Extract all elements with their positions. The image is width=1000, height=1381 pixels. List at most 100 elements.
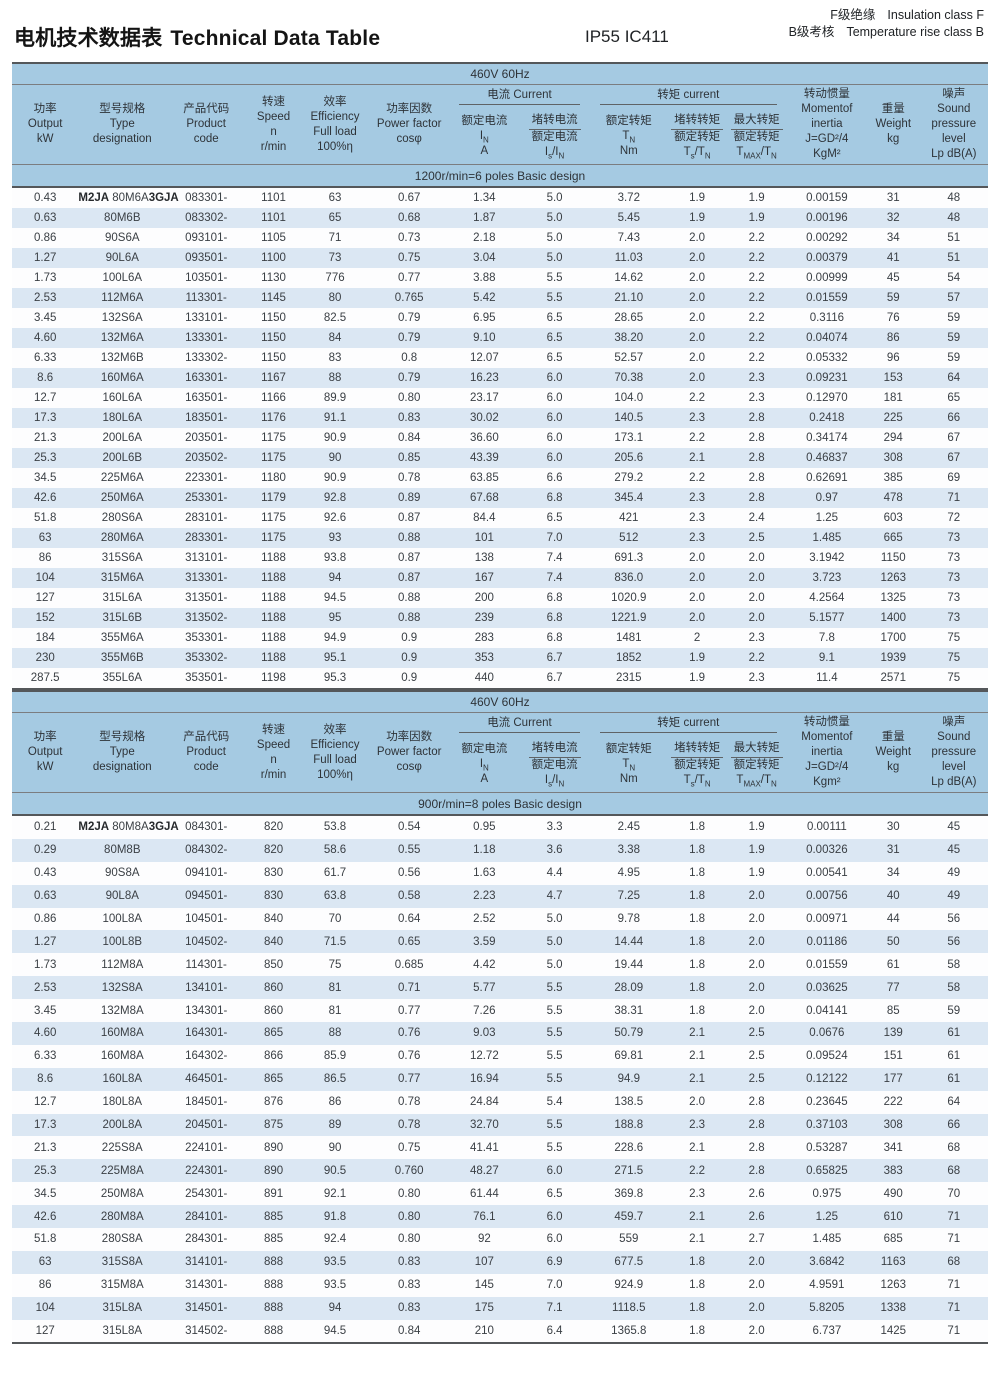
cell: 59 <box>919 308 988 328</box>
cell: 184501- <box>166 1090 247 1114</box>
cell: 51.8 <box>12 1228 79 1251</box>
cell: 24.84 <box>449 1090 520 1114</box>
cell: 1400 <box>866 608 920 628</box>
cell: 0.58 <box>369 884 450 908</box>
cell: 2.3 <box>667 488 727 508</box>
subcolumn-header: 最大转矩 额定转矩 TMAX/TN <box>726 736 787 793</box>
table-row: 25.3 200L6B 203502- 1175 90 0.85 43.39 6.0 205.6… <box>12 448 988 468</box>
cell: 1.27 <box>12 248 79 268</box>
temperature-rise-note: B级考核 Temperature rise class B <box>789 24 984 41</box>
cell: 204501- <box>166 1113 247 1137</box>
cell: 4.42 <box>449 953 520 977</box>
cell: 104 <box>12 1296 79 1320</box>
cell: 61.44 <box>449 1182 520 1206</box>
cell: 353301- <box>166 628 247 648</box>
cell: 210 <box>449 1319 520 1344</box>
cell: 5.0 <box>519 907 590 931</box>
cell: 90.9 <box>300 468 370 488</box>
cell: 5.0 <box>519 248 590 268</box>
cell: 1176 <box>246 408 301 428</box>
table-row: 86 315M8A 314301- 888 93.5 0.83 145 7.0 924.9 1.8… <box>12 1273 988 1297</box>
cell: 1700 <box>866 628 920 648</box>
cell: 6.8 <box>519 608 590 628</box>
column-header-type: 型号规格 Type designation <box>78 84 167 165</box>
header-row-subcolumns: 额定电流 IN A 堵转电流 额定电流 Is/IN 额定转矩 TN Nm 堵转转矩 额定转矩 Ts/T… <box>12 108 988 165</box>
table-row: 2.53 112M6A 113301- 1145 80 0.765 5.42 5.5 21.10… <box>12 288 988 308</box>
cell: 75 <box>919 648 988 668</box>
cell: 133302- <box>166 348 247 368</box>
cell: 2.0 <box>726 884 787 908</box>
cell: 3.59 <box>449 930 520 954</box>
cell: 294 <box>866 428 920 448</box>
cell: 100L8A <box>78 907 167 931</box>
cell: 1263 <box>866 1273 920 1297</box>
cell: 0.87 <box>369 568 450 588</box>
cell: 57 <box>919 288 988 308</box>
cell: 72 <box>919 508 988 528</box>
cell: 51 <box>919 248 988 268</box>
cell: 21.10 <box>589 288 668 308</box>
cell: 2.0 <box>726 953 787 977</box>
cell: 90L6A <box>78 248 167 268</box>
cell: 67.68 <box>449 488 520 508</box>
cell: 2.23 <box>449 884 520 908</box>
cell: 0.09524 <box>786 1044 867 1068</box>
cell: 112M8A <box>78 953 167 977</box>
insulation-class-en: Insulation class F <box>887 8 984 22</box>
cell: 6.8 <box>519 588 590 608</box>
cell: 1.34 <box>449 187 520 208</box>
cell: 67 <box>919 428 988 448</box>
voltage-band: 460V 60Hz <box>12 63 988 85</box>
cell: 1150 <box>866 548 920 568</box>
cell: 65 <box>300 208 370 228</box>
cell: 90S8A <box>78 861 167 885</box>
cell: 132M6B <box>78 348 167 368</box>
cell: 104501- <box>166 907 247 931</box>
cell: 95.3 <box>300 668 370 689</box>
tables-container: 460V 60Hz 功率 Output kW 型号规格 Type designation 产品… <box>12 62 988 1345</box>
cell: 0.80 <box>369 1228 450 1251</box>
cell: 4.60 <box>12 328 79 348</box>
cell: 222 <box>866 1090 920 1114</box>
cell: 6.737 <box>786 1319 867 1344</box>
cell: 0.97 <box>786 488 867 508</box>
cell: 2.1 <box>667 1136 727 1160</box>
cell: 1188 <box>246 588 301 608</box>
cell: 2.8 <box>726 408 787 428</box>
cell: 0.29 <box>12 838 79 862</box>
cell: 1188 <box>246 548 301 568</box>
cell: 0.00541 <box>786 861 867 885</box>
insulation-class-note: F级绝缘 Insulation class F <box>789 7 984 24</box>
cell: 138.5 <box>589 1090 668 1114</box>
cell: 132M8A <box>78 999 167 1023</box>
cell: 2.5 <box>726 1067 787 1091</box>
cell: 100L8B <box>78 930 167 954</box>
cell: 1338 <box>866 1296 920 1320</box>
table-row: 12.7 180L8A 184501- 876 86 0.78 24.84 5.4 138.5 2… <box>12 1090 988 1114</box>
cell: 2.0 <box>667 228 727 248</box>
cell: 2.5 <box>726 1022 787 1045</box>
cell: 0.83 <box>369 408 450 428</box>
cell: 151 <box>866 1044 920 1068</box>
cell: 2.8 <box>726 428 787 448</box>
cell: 66 <box>919 1113 988 1137</box>
cell: 1.27 <box>12 930 79 954</box>
cell: 0.9 <box>369 648 450 668</box>
cell: 38.20 <box>589 328 668 348</box>
cell: 180L8A <box>78 1090 167 1114</box>
cell: 0.00196 <box>786 208 867 228</box>
cell: 0.04074 <box>786 328 867 348</box>
table-head: 460V 60Hz 功率 Output kW 型号规格 Type designation 产品… <box>12 63 988 188</box>
cell: 59 <box>919 999 988 1023</box>
cell: 0.12122 <box>786 1067 867 1091</box>
cell: 90.9 <box>300 428 370 448</box>
cell: 2.8 <box>726 468 787 488</box>
insulation-class-zh: F级绝缘 <box>830 8 876 22</box>
cell: 283 <box>449 628 520 648</box>
table-row: 152 315L6B 313502- 1188 95 0.88 239 6.8 1221.9 2.… <box>12 608 988 628</box>
cell: 5.8205 <box>786 1296 867 1320</box>
subcolumn-header: 额定转矩 TN Nm <box>589 108 668 165</box>
cell: 0.95 <box>449 815 520 839</box>
cell: 73 <box>919 528 988 548</box>
cell: 95.1 <box>300 648 370 668</box>
